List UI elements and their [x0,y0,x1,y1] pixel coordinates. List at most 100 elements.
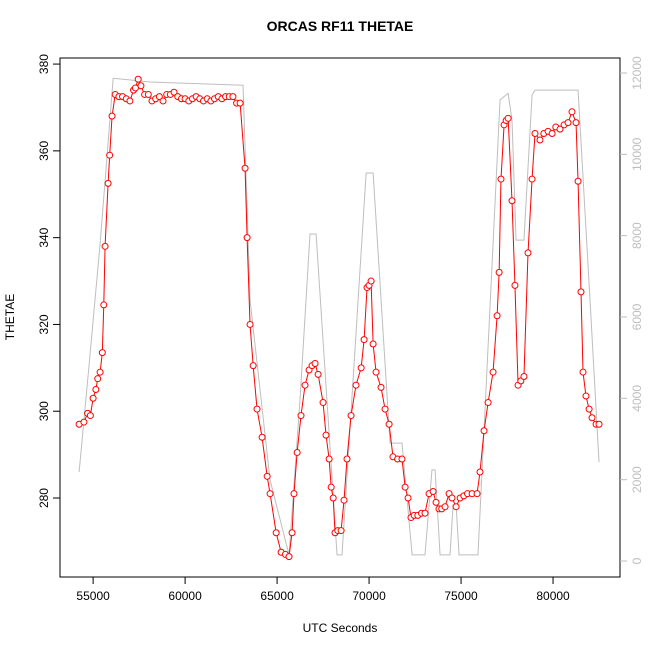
data-point [246,320,254,328]
y2-tick-label: 12000 [630,56,644,90]
data-point [126,97,134,105]
data-point [367,277,375,285]
data-point [401,483,409,491]
data-point [170,88,178,96]
data-point [448,494,456,502]
data-point [263,472,271,480]
data-point [381,405,389,413]
y-tick-label: 280 [37,488,51,508]
data-point [441,503,449,511]
data-point [249,362,257,370]
data-point [585,405,593,413]
data-point [531,130,539,138]
data-point [579,368,587,376]
data-point [94,375,102,383]
data-point [327,483,335,491]
data-point [134,75,142,83]
data-point [572,119,580,127]
data-point [311,359,319,367]
y2-tick-label: 8000 [630,222,644,249]
y2-tick-label: 2000 [630,466,644,493]
data-point [80,418,88,426]
y2-tick-label: 6000 [630,303,644,330]
data-point [319,399,327,407]
data-point [322,431,330,439]
data-point [568,108,576,116]
y-axis-label: THETAE [3,294,17,340]
x-tick-label: 55000 [76,589,110,603]
data-point [258,433,266,441]
data-point [511,281,519,289]
data-point [106,151,114,159]
data-point [340,496,348,504]
series-line [78,77,600,556]
data-point [352,381,360,389]
data-point [548,130,556,138]
data-point [241,164,249,172]
data-point [325,455,333,463]
data-point [104,179,112,187]
data-point [452,503,460,511]
data-point [556,125,564,133]
data-point [272,529,280,537]
data-point [229,93,237,101]
y2-tick-label: 4000 [630,385,644,412]
series-line [78,77,600,558]
x-tick-label: 80000 [536,589,570,603]
data-point [96,368,104,376]
data-point [297,412,305,420]
data-point [484,399,492,407]
y2-tick-label: 0 [630,557,644,564]
data-point [429,488,437,496]
x-tick-label: 70000 [352,589,386,603]
data-point [100,301,108,309]
data-point [421,509,429,517]
data-point [574,177,582,185]
y-tick-label: 320 [37,314,51,334]
data-point [285,553,293,561]
data-point [577,288,585,296]
data-point [360,336,368,344]
data-point [337,527,345,535]
data-point [253,405,261,413]
data-point [329,494,337,502]
data-point [243,234,251,242]
data-point [343,455,351,463]
data-point [290,490,298,498]
data-point [86,412,94,420]
data-point [398,455,406,463]
x-tick-label: 60000 [168,589,202,603]
data-point [432,498,440,506]
x-tick-label: 75000 [444,589,478,603]
data-point [301,381,309,389]
data-point [369,340,377,348]
y-tick-label: 380 [37,54,51,74]
chart-title: ORCAS RF11 THETAE [267,18,414,34]
y-tick-label: 340 [37,227,51,247]
data-point [155,93,163,101]
data-point [92,386,100,394]
data-point [293,448,301,456]
y-tick-label: 300 [37,401,51,421]
data-point [493,312,501,320]
data-point [159,97,167,105]
data-point [473,490,481,498]
data-point [588,414,596,422]
data-point [480,427,488,435]
data-point [564,119,572,127]
data-point [347,412,355,420]
data-point [108,112,116,120]
data-point [524,249,532,257]
x-tick-label: 65000 [260,589,294,603]
data-point [489,368,497,376]
data-point [528,175,536,183]
data-point [520,373,528,381]
data-point [385,420,393,428]
data-point [508,197,516,205]
data-point [372,368,380,376]
data-point [495,268,503,276]
data-point [504,114,512,122]
data-point [144,90,152,98]
